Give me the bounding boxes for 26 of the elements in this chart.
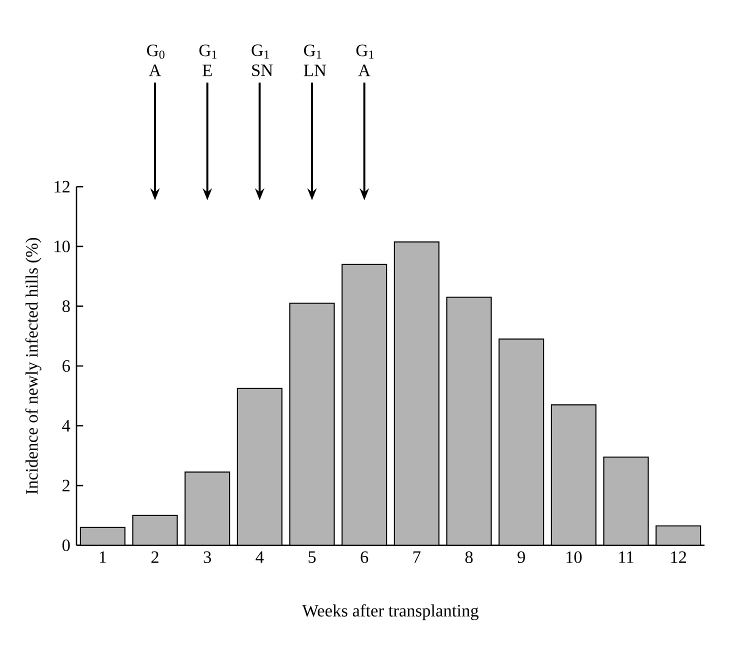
y-tick-label: 8 xyxy=(62,300,70,312)
y-axis-title: Incidence of newly infected hills (%) xyxy=(25,238,42,494)
annotation: G$_{1}$ LN xyxy=(304,44,326,76)
x-tick-label: 9 xyxy=(518,551,525,564)
y-tick-label: 4 xyxy=(62,420,70,432)
y-tick-label: 2 xyxy=(62,480,70,492)
annotation: G$_{0}$ A xyxy=(147,44,164,76)
x-tick-label: 8 xyxy=(465,551,473,564)
x-tick-label: 4 xyxy=(256,551,264,563)
x-tick-label: 10 xyxy=(566,551,582,564)
x-tick-label: 7 xyxy=(413,551,421,563)
y-tick-label: 0 xyxy=(62,539,70,552)
x-tick-label: 5 xyxy=(308,551,316,563)
x-tick-label: 6 xyxy=(360,551,368,564)
y-tick-label: 12 xyxy=(54,180,70,192)
x-tick-label: 3 xyxy=(204,551,211,564)
annotation: G$_{1}$ SN xyxy=(252,44,273,76)
annotation: G$_{1}$ E xyxy=(199,44,217,76)
y-tick-label: 6 xyxy=(62,360,70,372)
annotation: G$_{1}$ A xyxy=(356,44,374,76)
x-tick-label: 1 xyxy=(100,551,106,563)
x-tick-label: 2 xyxy=(151,551,158,563)
y-tick-label: 10 xyxy=(54,240,70,252)
x-tick-label: 11 xyxy=(619,551,634,563)
x-tick-label: 12 xyxy=(671,551,686,563)
x-axis-title: Weeks after transplanting xyxy=(302,604,479,620)
